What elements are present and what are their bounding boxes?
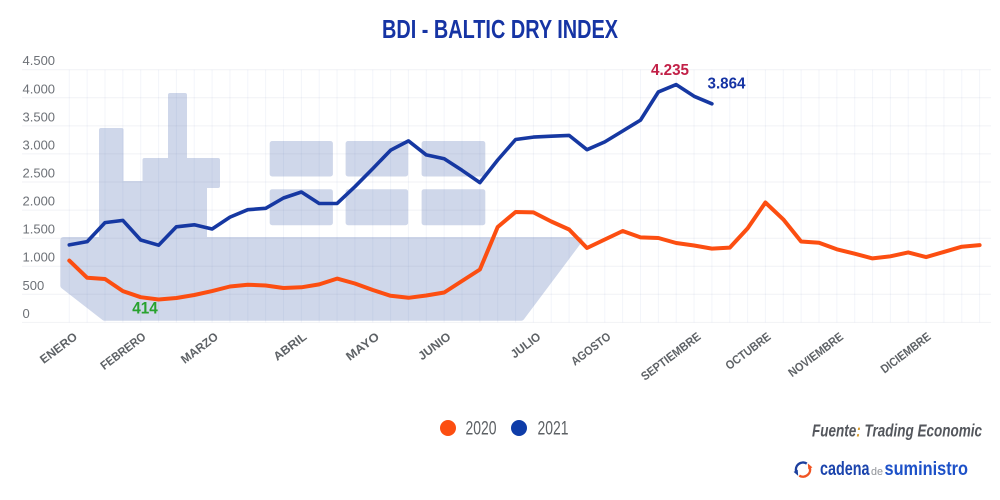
svg-text:JULIO: JULIO: [508, 330, 544, 362]
svg-text:cadena: cadena: [820, 458, 870, 480]
svg-text:3.000: 3.000: [23, 137, 56, 152]
svg-text:2020: 2020: [466, 419, 497, 440]
svg-text:4.235: 4.235: [651, 62, 689, 79]
svg-text:de: de: [871, 466, 883, 478]
svg-text:4.000: 4.000: [23, 81, 56, 96]
svg-text:1.500: 1.500: [23, 222, 56, 237]
svg-text:2.000: 2.000: [23, 194, 56, 209]
svg-text:414: 414: [132, 300, 158, 318]
svg-text:1.000: 1.000: [23, 250, 56, 265]
svg-text:FEBRERO: FEBRERO: [98, 330, 149, 373]
svg-text:0: 0: [23, 306, 30, 321]
svg-text:4.500: 4.500: [23, 53, 56, 68]
svg-text:AGOSTO: AGOSTO: [568, 330, 613, 369]
svg-text:NOVIEMBRE: NOVIEMBRE: [786, 330, 846, 380]
svg-text:2.500: 2.500: [23, 166, 56, 181]
svg-text:MARZO: MARZO: [178, 330, 221, 367]
svg-text:SEPTIEMBRE: SEPTIEMBRE: [638, 330, 703, 384]
svg-text:ENERO: ENERO: [37, 330, 80, 367]
svg-text:500: 500: [23, 278, 45, 293]
svg-text:MAYO: MAYO: [343, 330, 382, 364]
svg-text:2021: 2021: [538, 419, 569, 440]
svg-text:JUNIO: JUNIO: [415, 330, 453, 363]
svg-text:Fuente: Trading Economic: Fuente: Trading Economic: [812, 421, 982, 441]
svg-text:suministro: suministro: [885, 458, 969, 480]
svg-text:3.500: 3.500: [23, 109, 56, 124]
svg-text:ABRIL: ABRIL: [271, 330, 310, 364]
svg-text:OCTUBRE: OCTUBRE: [723, 330, 774, 373]
svg-text:DICIEMBRE: DICIEMBRE: [878, 330, 934, 377]
svg-text:3.864: 3.864: [708, 76, 746, 93]
svg-text:BDI - BALTIC DRY INDEX: BDI - BALTIC DRY INDEX: [382, 14, 618, 44]
